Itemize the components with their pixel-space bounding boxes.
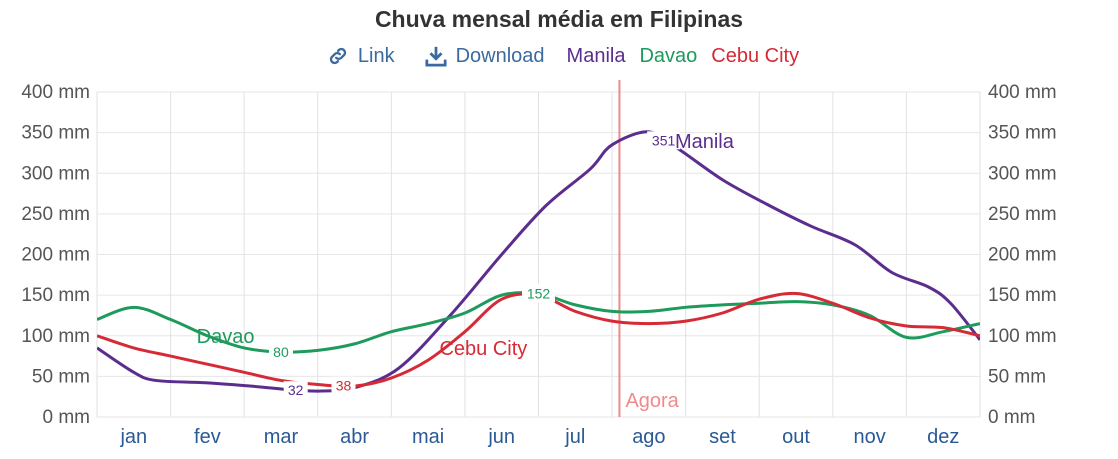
y-tick-label-left: 200 mm bbox=[21, 245, 90, 266]
download-icon bbox=[425, 46, 447, 67]
y-tick-label-right: 400 mm bbox=[988, 82, 1057, 103]
x-tick-label: abr bbox=[340, 426, 369, 448]
x-tick-label: out bbox=[782, 426, 810, 448]
y-tick-label-left: 150 mm bbox=[21, 285, 90, 306]
y-tick-label-right: 250 mm bbox=[988, 204, 1057, 225]
y-tick-label-left: 100 mm bbox=[21, 326, 90, 347]
y-tick-label-left: 350 mm bbox=[21, 123, 90, 144]
data-label-bg bbox=[647, 131, 681, 150]
legend-item-davao[interactable]: Davao bbox=[639, 44, 698, 67]
series-name-label-davao: Davao bbox=[197, 326, 255, 348]
y-tick-label-right: 200 mm bbox=[988, 245, 1057, 266]
data-label-manila: 32 bbox=[288, 382, 304, 398]
data-label-davao: 80 bbox=[273, 344, 289, 360]
x-tick-label: jun bbox=[487, 426, 515, 448]
link-label: Link bbox=[357, 44, 395, 67]
download-label: Download bbox=[455, 44, 545, 67]
y-tick-label-left: 50 mm bbox=[32, 366, 90, 387]
agora-marker-label: Agora bbox=[625, 390, 679, 412]
data-label-bg bbox=[522, 284, 555, 303]
chart-title: Chuva mensal média em Filipinas bbox=[374, 6, 744, 32]
x-tick-label: nov bbox=[854, 426, 886, 448]
y-tick-label-left: 300 mm bbox=[21, 163, 90, 184]
y-tick-label-left: 0 mm bbox=[43, 407, 91, 428]
y-tick-label-right: 50 mm bbox=[988, 366, 1046, 387]
x-tick-label: jul bbox=[564, 426, 585, 448]
y-tick-label-right: 150 mm bbox=[988, 285, 1057, 306]
series-name-label-cebu-city: Cebu City bbox=[439, 338, 527, 360]
x-tick-label: ago bbox=[632, 426, 665, 448]
x-tick-label: set bbox=[709, 426, 736, 448]
series-line-manila bbox=[97, 130, 980, 393]
data-label-cebu-city: 38 bbox=[336, 378, 352, 394]
data-label-bg bbox=[283, 381, 308, 400]
y-tick-label-right: 100 mm bbox=[988, 326, 1057, 347]
chart-toolbar: Link Download Manila Davao Cebu City bbox=[0, 42, 1118, 70]
x-tick-label: mai bbox=[412, 426, 444, 448]
x-tick-label: mar bbox=[264, 426, 299, 448]
y-tick-label-right: 350 mm bbox=[988, 123, 1057, 144]
data-label-bg bbox=[268, 343, 293, 361]
link-icon bbox=[329, 47, 346, 65]
link-button[interactable]: Link bbox=[327, 45, 395, 68]
legend-item-cebu-city[interactable]: Cebu City bbox=[711, 44, 800, 67]
data-label-manila: 351 bbox=[652, 132, 676, 148]
data-label-bg bbox=[331, 376, 356, 395]
y-tick-label-left: 250 mm bbox=[21, 204, 90, 225]
x-tick-label: dez bbox=[927, 426, 959, 448]
x-tick-label: jan bbox=[119, 426, 147, 448]
legend-item-manila[interactable]: Manila bbox=[566, 44, 626, 67]
y-tick-label-right: 0 mm bbox=[988, 407, 1036, 428]
data-label-davao: 152 bbox=[527, 286, 551, 302]
download-button[interactable]: Download bbox=[425, 45, 545, 68]
series-name-label-manila: Manila bbox=[675, 131, 735, 153]
x-tick-label: fev bbox=[194, 426, 221, 448]
y-tick-label-left: 400 mm bbox=[21, 82, 90, 103]
y-tick-label-right: 300 mm bbox=[988, 163, 1057, 184]
